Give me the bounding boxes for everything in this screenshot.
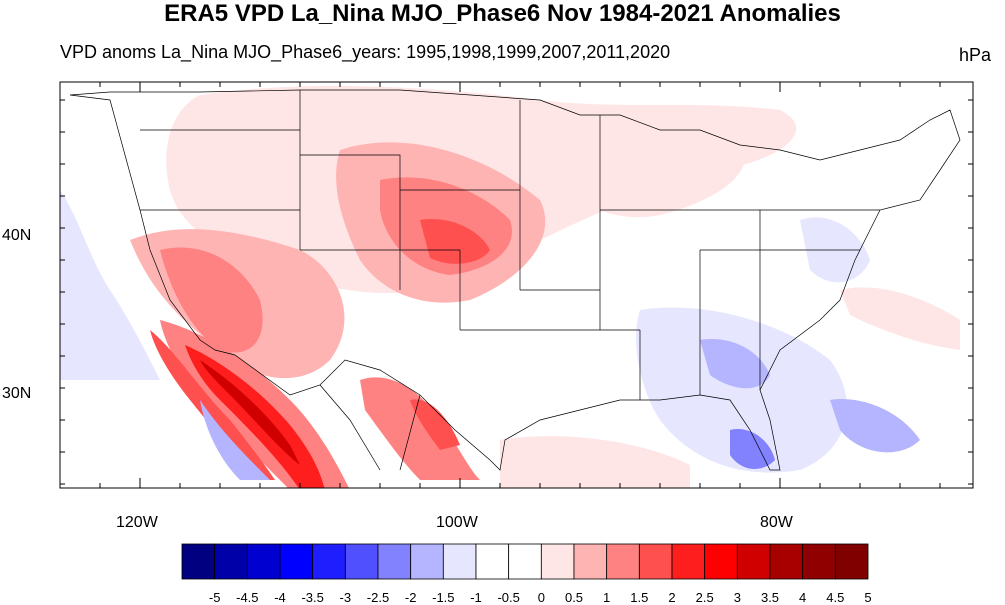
colorbar-swatch xyxy=(606,543,640,580)
colorbar-label: -2 xyxy=(404,590,417,605)
colorbar-swatch xyxy=(214,543,248,580)
colorbar-swatch xyxy=(475,543,510,580)
lon-label-100w: 100W xyxy=(436,514,478,531)
colorbar-label: -0.5 xyxy=(497,590,520,605)
map-subtitle: VPD anoms La_Nina MJO_Phase6_years: 1995… xyxy=(60,42,671,62)
colorbar-label: 1.5 xyxy=(630,590,649,605)
colorbar-label: 2.5 xyxy=(695,590,714,605)
colorbar-swatch xyxy=(181,543,216,580)
colorbar-swatch xyxy=(638,543,673,580)
units-label: hPa xyxy=(958,45,991,65)
colorbar-swatch xyxy=(769,543,804,580)
plot-frame xyxy=(59,81,974,489)
colorbar-swatch xyxy=(573,543,608,580)
colorbar-swatch xyxy=(834,543,869,580)
colorbar-swatch xyxy=(508,543,542,580)
colorbar-label: -4 xyxy=(274,590,286,605)
colorbar-label: -1.5 xyxy=(432,590,455,605)
colorbar-label: 0 xyxy=(537,590,545,605)
colorbar-swatch xyxy=(802,543,836,580)
colorbar-label: 3.5 xyxy=(760,590,780,605)
colorbar-label: 5 xyxy=(864,590,872,605)
lat-label-30n: 30N xyxy=(2,385,32,402)
colorbar-label: 1 xyxy=(603,590,611,605)
colorbar-label: -3 xyxy=(339,590,352,605)
colorbar-label: -3.5 xyxy=(301,590,324,605)
colorbar-label: -5 xyxy=(208,590,221,605)
map-boundaries xyxy=(69,89,961,471)
colorbar-label: 4 xyxy=(799,590,807,605)
colorbar-swatch xyxy=(344,543,379,580)
colorbar-label: -2.5 xyxy=(366,590,390,605)
colorbar-label: 4.5 xyxy=(826,590,845,605)
anomaly-shading xyxy=(60,85,960,488)
colorbar-swatch xyxy=(246,543,281,580)
colorbar xyxy=(181,543,869,580)
colorbar-label: 0.5 xyxy=(564,590,584,605)
lon-label-120w: 120W xyxy=(116,514,158,531)
colorbar-swatch xyxy=(410,543,444,580)
colorbar-swatch xyxy=(540,543,575,580)
axis-ticks xyxy=(59,82,973,488)
lat-label-40n: 40N xyxy=(2,227,32,244)
colorbar-label: -4.5 xyxy=(236,590,259,605)
colorbar-swatch xyxy=(736,543,771,580)
colorbar-swatch xyxy=(312,543,346,580)
colorbar-swatch xyxy=(671,543,706,580)
colorbar-label: 2 xyxy=(668,590,676,605)
colorbar-label: -1 xyxy=(470,590,482,605)
map-title: ERA5 VPD La_Nina MJO_Phase6 Nov 1984-202… xyxy=(164,0,841,27)
colorbar-swatch xyxy=(704,543,738,580)
colorbar-swatch xyxy=(377,543,412,580)
colorbar-swatch xyxy=(279,543,314,580)
colorbar-swatch xyxy=(442,543,477,580)
lon-label-80w: 80W xyxy=(760,514,793,531)
colorbar-label: 3 xyxy=(733,590,741,605)
